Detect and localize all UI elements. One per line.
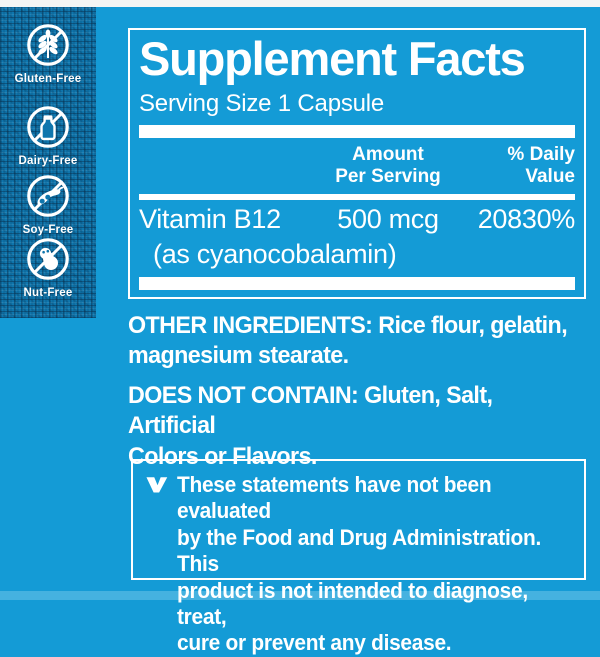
table-row: Vitamin B12 500 mcg 20830% [139,203,576,235]
badge-label: Nut-Free [23,287,73,299]
soy-free-icon [27,175,69,217]
badge-soy-free: Soy-Free [0,174,96,236]
supplement-facts-panel: Supplement Facts Serving Size 1 Capsule … [128,28,586,299]
badge-gluten-free: Gluten-Free [0,23,96,85]
serving-size-text: Serving Size 1 Capsule [139,90,385,117]
other-ingredients-label: OTHER INGREDIENTS: [128,312,373,339]
daily-value-header: % Daily Value [507,144,575,188]
separator-bar-bottom [139,277,575,290]
nutrient-daily-value: 20830% [477,203,576,234]
does-not-contain-label: DOES NOT CONTAIN: [128,382,359,409]
nutrient-name: Vitamin B12 [139,203,281,234]
badge-label: Soy-Free [22,224,74,236]
v-marker-icon [146,477,168,493]
bottom-edge-strip [0,591,600,600]
does-not-contain-paragraph: DOES NOT CONTAIN: Gluten, Salt, Artifici… [128,381,584,472]
badge-label: Gluten-Free [14,73,82,85]
does-not-contain-text: Gluten, Salt, Artificial Colors or Flavo… [128,382,493,470]
nutrient-amount: 500 mcg [337,203,439,234]
dairy-free-icon [27,106,69,148]
separator-bar-thin [139,193,575,200]
gluten-free-icon [27,24,69,66]
nut-free-icon [27,238,69,280]
amount-per-serving-header: Amount Per Serving [335,144,441,188]
column-headers: Amount Per Serving % Daily Value [139,144,575,189]
badge-strip: Gluten-Free Dairy-Free Soy-Free [0,7,96,318]
disclaimer-text: These statements have not been evaluated… [177,472,541,656]
disclaimer-box: These statements have not been evaluated… [131,459,586,656]
panel-title: Supplement Facts [139,32,526,85]
nutrient-detail: (as cyanocobalamin) [153,238,397,269]
top-edge-strip [0,0,600,7]
separator-bar-thick [139,125,575,138]
other-ingredients-text: Rice flour, gelatin, magnesium stearate. [128,312,568,370]
badge-label: Dairy-Free [18,155,78,167]
badge-dairy-free: Dairy-Free [0,105,96,167]
other-ingredients-paragraph: OTHER INGREDIENTS: Rice flour, gelatin, … [128,311,584,372]
badge-nut-free: Nut-Free [0,237,96,299]
